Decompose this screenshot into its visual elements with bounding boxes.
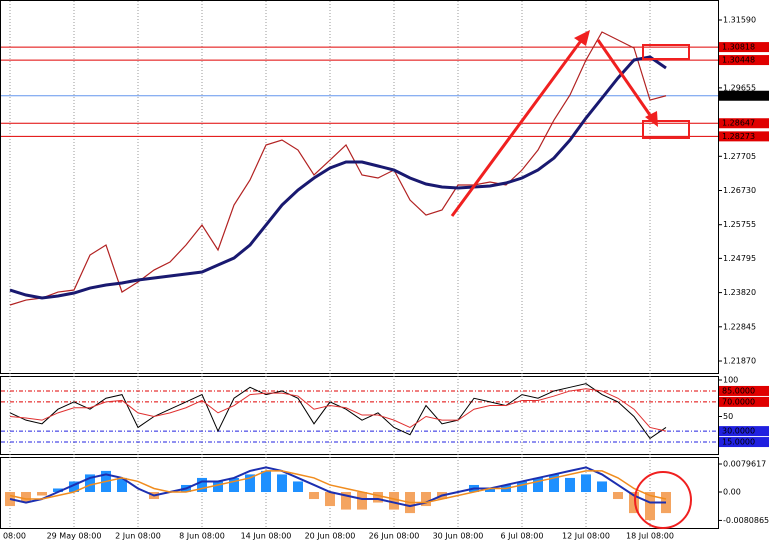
series-line xyxy=(9,470,667,504)
y-tick-label: 1.29655 xyxy=(723,83,756,92)
series-line xyxy=(9,383,667,440)
histogram-bar xyxy=(645,491,655,521)
histogram-bar xyxy=(629,491,639,514)
histogram-bar xyxy=(197,477,207,492)
series-line xyxy=(9,466,666,508)
histogram-bar xyxy=(597,481,607,492)
histogram-bar xyxy=(117,477,127,492)
x-tick-label: 6 Jul 08:00 xyxy=(501,532,544,541)
level-label-box xyxy=(719,437,769,448)
histogram-bar xyxy=(85,474,95,492)
histogram-bar xyxy=(309,491,319,500)
y-tick-label: -0.0080865 xyxy=(723,516,769,525)
histogram-bar xyxy=(565,477,575,492)
y-tick-label: 1.27705 xyxy=(723,152,756,161)
histogram-bar xyxy=(421,491,431,507)
level-label-box xyxy=(719,118,769,129)
y-tick-label: 1.24795 xyxy=(723,254,756,263)
y-tick-label: 0.0079617 xyxy=(723,460,766,469)
y-tick-label: 0.00 xyxy=(723,487,741,496)
arrow-down xyxy=(596,39,654,119)
y-tick-label: 50 xyxy=(723,412,733,421)
series-line xyxy=(9,55,667,300)
x-tick-label: 14 Jun 08:00 xyxy=(241,532,292,541)
y-tick-label: 1.22845 xyxy=(723,322,756,331)
x-tick-label: 2 Jun 08:00 xyxy=(115,532,161,541)
histogram-bar xyxy=(613,491,623,500)
y-tick-label: 100 xyxy=(723,376,738,385)
x-tick-label: 18 Jul 08:00 xyxy=(626,532,674,541)
series-line xyxy=(9,388,667,432)
level-label: 1.28647 xyxy=(722,119,755,128)
histogram-bar xyxy=(69,481,79,492)
histogram-bar xyxy=(277,474,287,492)
y-tick-label: 1.26730 xyxy=(723,186,756,195)
stochastic-panel xyxy=(0,376,719,455)
level-label-box xyxy=(719,385,769,396)
level-label-box xyxy=(719,131,769,142)
highlight-box xyxy=(642,44,690,60)
histogram-bar xyxy=(373,491,383,503)
level-label: 70.0000 xyxy=(722,397,755,406)
y-tick-label: 1.21870 xyxy=(723,357,756,366)
y-tick-label: 1.25755 xyxy=(723,220,756,229)
level-label: 1.28273 xyxy=(722,132,755,141)
histogram-bar xyxy=(37,491,47,496)
x-tick-label: 30 Jun 08:00 xyxy=(433,532,484,541)
histogram-bar xyxy=(549,474,559,492)
arrow-head xyxy=(645,111,658,127)
histogram-bar xyxy=(293,481,303,492)
y-tick-label: 1.31590 xyxy=(723,15,756,24)
x-tick-label: 20 Jun 08:00 xyxy=(305,532,356,541)
histogram-bar xyxy=(245,474,255,492)
histogram-bar xyxy=(261,470,271,492)
x-tick-label: 29 May 08:00 xyxy=(47,532,102,541)
level-label: 30.0000 xyxy=(722,427,755,436)
level-label: 1.30818 xyxy=(722,43,755,52)
histogram-bar xyxy=(517,481,527,492)
x-tick-label: 12 Jul 08:00 xyxy=(562,532,610,541)
histogram-bar xyxy=(389,491,399,510)
main-panel xyxy=(0,0,719,374)
histogram-bar xyxy=(357,491,367,510)
histogram-bar xyxy=(325,491,335,507)
level-label-box xyxy=(719,426,769,437)
histogram-bar xyxy=(21,491,31,503)
level-label-box xyxy=(719,55,769,66)
x-tick-label: 08:00 xyxy=(3,532,26,541)
level-label-box xyxy=(719,42,769,53)
highlight-circle xyxy=(634,471,692,529)
arrow-up xyxy=(450,37,585,217)
x-tick-label: 26 Jun 08:00 xyxy=(369,532,420,541)
x-tick-label: 8 Jun 08:00 xyxy=(179,532,225,541)
histogram-bar xyxy=(581,474,591,492)
histogram-bar xyxy=(341,491,351,510)
histogram-bar xyxy=(229,477,239,492)
histogram-bar xyxy=(485,488,495,492)
level-label: 1.29431 xyxy=(722,91,755,100)
histogram-bar xyxy=(213,481,223,492)
histogram-bar xyxy=(53,488,63,492)
level-label-box xyxy=(719,90,769,101)
arrow-head xyxy=(574,30,590,46)
y-tick-label: 1.23820 xyxy=(723,288,756,297)
highlight-box xyxy=(642,120,690,139)
annotations xyxy=(450,30,692,529)
histogram-bar xyxy=(533,477,543,492)
level-label: 15.0000 xyxy=(722,438,755,447)
level-label: 85.0000 xyxy=(722,386,755,395)
level-label-box xyxy=(719,396,769,407)
level-label: 1.30448 xyxy=(722,56,755,65)
